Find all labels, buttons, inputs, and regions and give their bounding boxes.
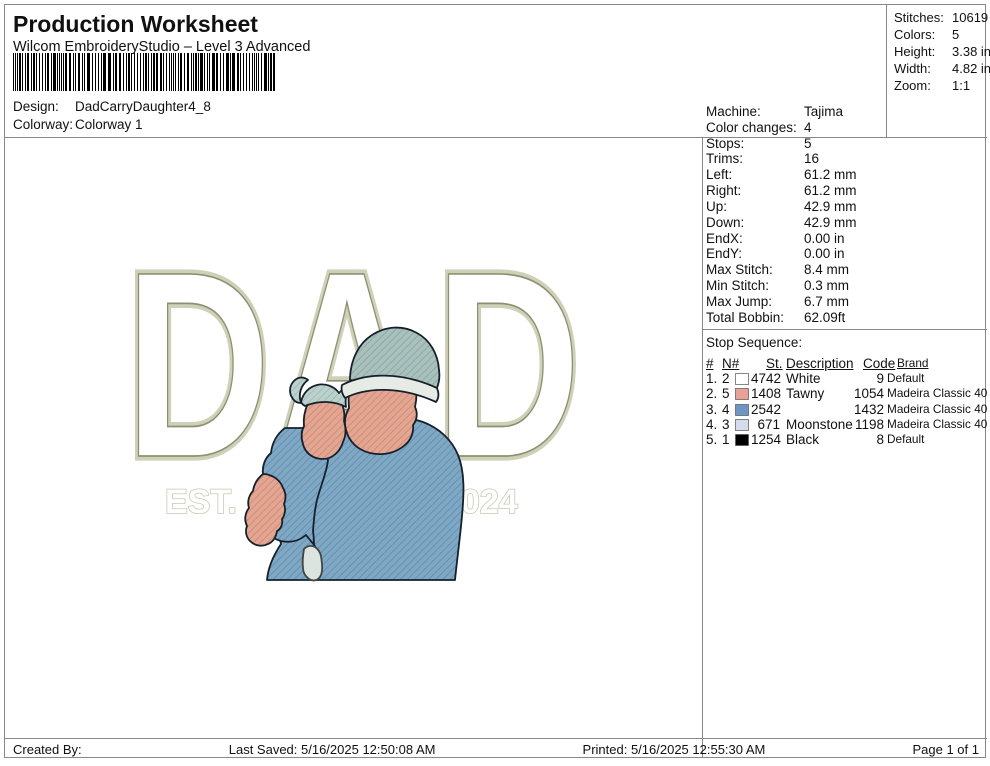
svg-text:EST.: EST. [165,483,237,521]
